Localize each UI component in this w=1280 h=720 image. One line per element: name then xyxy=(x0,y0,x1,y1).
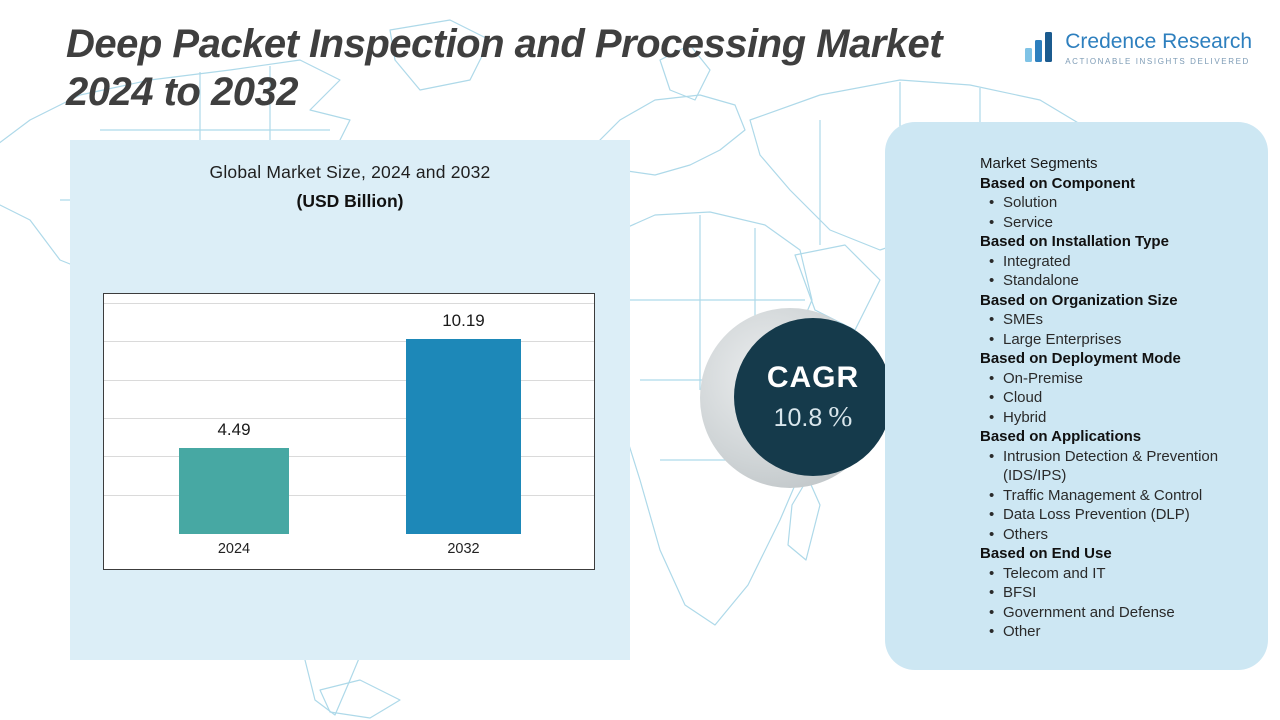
bullet-icon: • xyxy=(989,272,995,289)
segment-item: • SMEs xyxy=(980,310,1228,330)
cagr-value: 10.8 xyxy=(773,403,823,432)
gridline xyxy=(104,341,594,343)
segments-title: Market Segments xyxy=(980,155,1098,172)
gridline xyxy=(104,303,594,304)
segment-heading: Based on Component xyxy=(980,174,1136,192)
segment-heading: Based on End Use xyxy=(980,545,1112,562)
segment-item: • Intrusion Detection & Prevention (IDS/I… xyxy=(980,447,1228,486)
segment-item-label: Cloud xyxy=(1003,389,1043,406)
bullet-icon: • xyxy=(989,447,995,465)
brand-tagline: Actionable Insights Delivered xyxy=(1065,57,1250,66)
bullet-icon: • xyxy=(989,252,995,270)
segment-item-label: Intrusion Detection & Prevention (IDS/IP… xyxy=(1003,447,1219,485)
bar-chart: 4.49 2024 10.19 2032 xyxy=(103,293,595,570)
bullet-icon: • xyxy=(989,623,995,640)
segment-item: • Solution xyxy=(980,193,1228,213)
market-size-panel: Global Market Size, 2024 and 2032 (USD B… xyxy=(70,140,630,660)
segment-item-label: Traffic Management & Control xyxy=(1003,486,1203,504)
segment-item-label: SMEs xyxy=(1003,311,1044,328)
segment-item-label: On-Premise xyxy=(1003,369,1084,387)
segment-item-label: Telecom and IT xyxy=(1003,564,1106,582)
bar-value-label: 4.49 xyxy=(217,419,251,439)
page-title-line2: 2024 to 2032 xyxy=(66,70,298,114)
bullet-icon: • xyxy=(989,564,995,582)
bullet-icon: • xyxy=(989,408,995,426)
segment-item-label: Large Enterprises xyxy=(1003,330,1122,348)
cagr-unit: % xyxy=(828,400,853,433)
segment-heading: Based on Organization Size xyxy=(980,291,1178,309)
segment-item: • Large Enterprises xyxy=(980,330,1228,350)
bullet-icon: • xyxy=(989,194,995,211)
brand-text: Credence Research Actionable Insights De… xyxy=(1065,30,1252,66)
bullet-icon: • xyxy=(989,213,995,231)
chart-title: Global Market Size, 2024 and 2032 xyxy=(209,162,491,182)
segment-item-label: Data Loss Prevention (DLP) xyxy=(1003,506,1190,523)
cagr-label: CAGR xyxy=(766,360,860,394)
bullet-icon: • xyxy=(989,311,995,328)
segment-item: • Hybrid xyxy=(980,408,1228,428)
gridline xyxy=(104,494,594,496)
brand-name: Credence Research xyxy=(1065,30,1252,53)
bullet-icon: • xyxy=(989,603,995,621)
brand-logo: Credence Research Actionable Insights De… xyxy=(1023,30,1252,69)
segment-item: • Government and Defense xyxy=(980,603,1228,623)
segment-item: • On-Premise xyxy=(980,369,1228,389)
segment-heading: Based on Installation Type xyxy=(980,233,1169,250)
segment-item: • Integrated xyxy=(980,252,1228,272)
segment-heading: Based on Applications xyxy=(980,428,1142,445)
gridline xyxy=(104,379,594,381)
bullet-icon: • xyxy=(989,389,995,406)
bullet-icon: • xyxy=(989,369,995,387)
page-title-line1: Deep Packet Inspection and Processing Ma… xyxy=(66,22,943,66)
segment-item-label: Solution xyxy=(1003,194,1058,211)
segment-item: • Other xyxy=(980,622,1228,642)
cagr-badge: CAGR 10.8% xyxy=(734,318,892,476)
segment-item: • BFSI xyxy=(980,583,1228,603)
segment-item-label: Others xyxy=(1003,525,1049,543)
segment-item-label: Government and Defense xyxy=(1003,603,1175,621)
bullet-icon: • xyxy=(989,486,995,504)
segments-list: Based on Component • Solution • Service Based… xyxy=(980,174,1250,642)
segment-item: • Telecom and IT xyxy=(980,564,1228,584)
segment-item-label: Service xyxy=(1003,213,1054,231)
chart-subtitle: (USD Billion) xyxy=(296,191,404,211)
bar-2032 xyxy=(406,338,521,534)
segment-item: • Traffic Management & Control xyxy=(980,486,1228,506)
bar-chart-logo-icon xyxy=(1023,30,1057,69)
segment-item-label: Standalone xyxy=(1003,272,1079,289)
segment-item-label: Other xyxy=(1003,623,1041,640)
segment-item-label: BFSI xyxy=(1003,584,1037,601)
segment-item: • Data Loss Prevention (DLP) xyxy=(980,505,1228,525)
page-title: Deep Packet Inspection and Processing Ma… xyxy=(66,20,1056,116)
bar-value-label: 10.19 xyxy=(442,310,485,330)
gridline xyxy=(104,456,594,458)
bullet-icon: • xyxy=(989,506,995,523)
segment-item: • Others xyxy=(980,525,1228,545)
segment-heading: Based on Deployment Mode xyxy=(980,350,1181,367)
bullet-icon: • xyxy=(989,584,995,601)
segment-item: • Standalone xyxy=(980,271,1228,291)
segment-item-label: Integrated xyxy=(1003,252,1071,270)
segment-item: • Service xyxy=(980,213,1228,233)
bar-plot: 4.49 2024 10.19 2032 xyxy=(104,294,594,569)
segment-item: • Cloud xyxy=(980,388,1228,408)
bullet-icon: • xyxy=(989,330,995,348)
bullet-icon: • xyxy=(989,525,995,543)
bar-2024 xyxy=(179,447,289,534)
bar-category-label: 2024 xyxy=(217,541,251,557)
bar-category-label: 2032 xyxy=(447,541,480,557)
market-segments-panel: Market Segments Based on Component • Solut… xyxy=(885,122,1268,670)
gridline xyxy=(104,418,594,419)
segment-item-label: Hybrid xyxy=(1003,408,1047,426)
cagr-value-row: 10.8% xyxy=(774,401,853,434)
